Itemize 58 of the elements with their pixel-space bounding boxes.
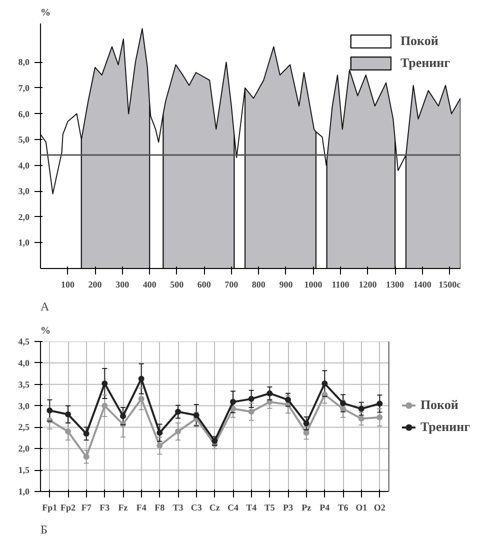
x-tick-label: Fp1 [42,502,58,512]
x-tick-label: Fz [118,502,128,512]
x-tick-label: T3 [172,502,184,512]
y-axis-title: % [40,326,50,336]
x-tick-label: F7 [81,502,92,512]
x-tick-label: Pz [302,502,312,512]
x-tick-label: 1500с [438,280,461,290]
x-tick-label: 700 [224,280,239,290]
x-tick-label: T4 [246,502,258,512]
y-tick-label: 4,0 [18,160,30,170]
y-tick-label: 3,0 [18,400,30,411]
x-tick-label: 300 [116,280,130,290]
legend-label: Тренинг [420,419,470,435]
x-tick-label: P3 [283,502,294,512]
x-tick-label: Cz [209,502,220,512]
y-tick-label: 4,0 [18,358,30,368]
x-tick-label: 800 [252,280,266,290]
y-tick-label: 3,0 [18,186,30,196]
x-tick-label: 100 [61,280,76,290]
y-tick-label: 2,0 [18,444,30,454]
x-tick-label: F3 [100,502,110,512]
y-tick-label: 1,0 [18,486,30,496]
x-tick-label: T5 [264,502,276,512]
y-tick-label: 4,5 [18,336,30,346]
y-tick-label: 2,0 [18,212,30,222]
x-tick-label: 600 [197,280,212,290]
y-axis-title: % [40,8,50,18]
y-tick-label: 3,5 [18,379,30,390]
y-tick-label: 7,0 [18,82,30,93]
y-tick-label: 2,5 [18,422,30,432]
text: Б [40,522,48,536]
x-tick-label: 1300 [386,280,405,290]
text: А [40,300,50,314]
legend-label: Покой [400,33,438,49]
x-tick-label: 1000 [304,280,323,290]
y-tick-label: 6,0 [18,108,30,119]
legend-label: Тренинг [400,55,450,71]
x-tick-label: P4 [320,502,330,512]
x-tick-label: Fp2 [60,502,76,512]
x-tick-label: F4 [136,502,147,512]
x-tick-label: 900 [279,280,294,290]
y-tick-label: 1,5 [18,465,30,476]
x-tick-label: 200 [88,280,102,290]
y-tick-label: 8,0 [18,57,30,68]
x-tick-label: O2 [374,502,386,512]
x-tick-label: T6 [338,502,349,512]
x-tick-label: 1200 [358,280,378,290]
x-tick-label: C3 [190,502,202,512]
x-tick-label: 1400 [413,280,432,290]
x-tick-label: C4 [228,502,239,512]
y-tick-label: 5,0 [18,134,30,145]
x-tick-label: 1100 [332,280,350,290]
x-tick-label: O1 [356,502,368,512]
x-tick-label: F8 [154,502,166,512]
legend-label: Покой [420,397,458,413]
x-tick-label: 400 [142,280,157,290]
x-tick-label: 500 [170,280,184,290]
y-tick-label: 1,0 [18,238,30,248]
